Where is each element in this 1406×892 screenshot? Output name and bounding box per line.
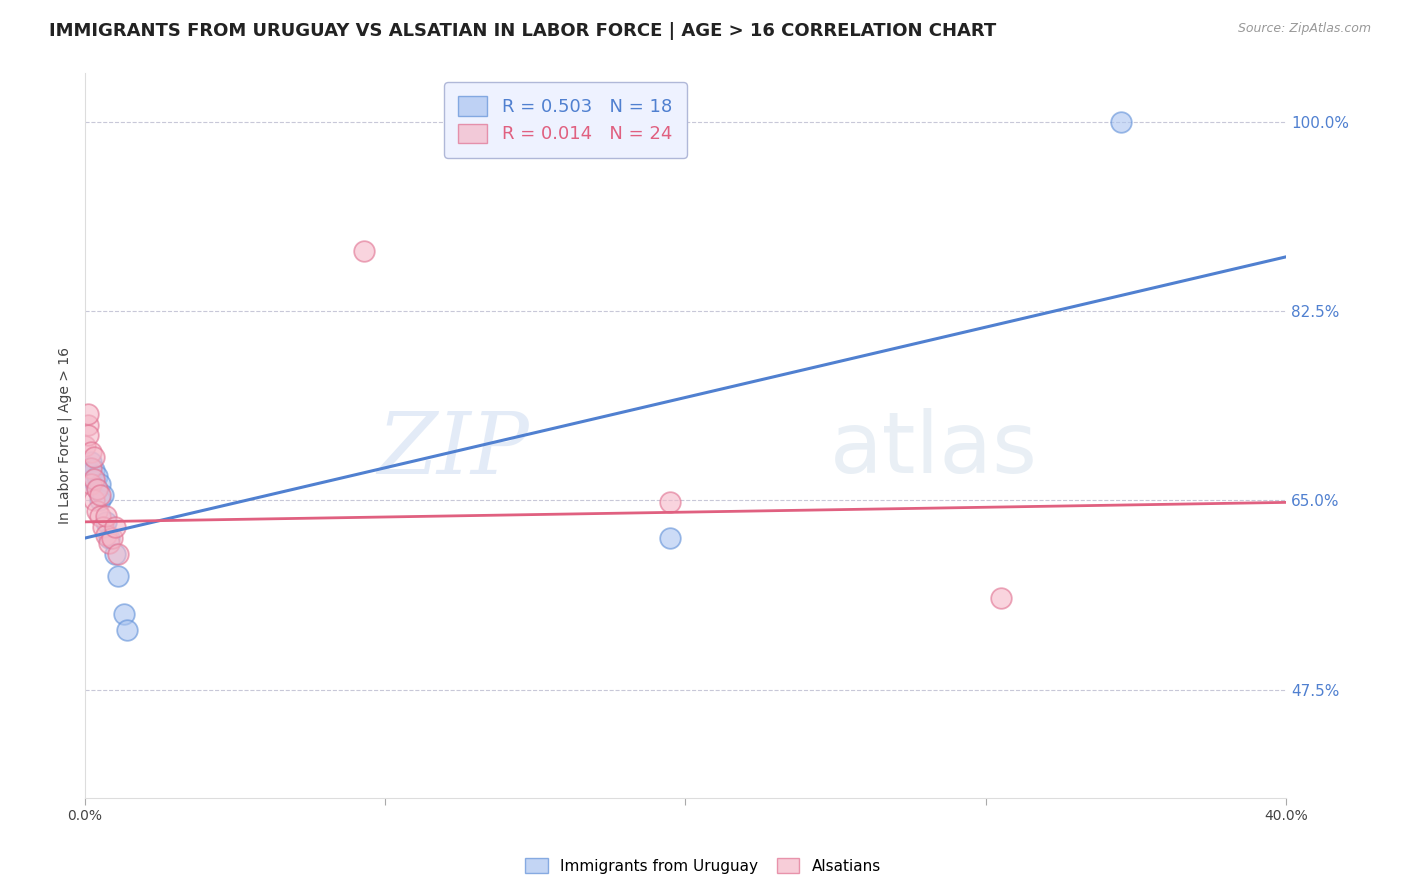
Point [107,547,129,561]
Point [83,472,105,486]
Point [89,509,111,524]
Point [659,495,682,509]
Point [112,607,135,621]
Y-axis label: In Labor Force | Age > 16: In Labor Force | Age > 16 [58,347,72,524]
Point [86,483,108,497]
Point [107,569,129,583]
Point [86,504,108,518]
Point [97,536,120,550]
Point [83,474,105,488]
Point [990,591,1012,605]
Point [101,531,124,545]
Point [77,460,100,475]
Point [353,244,375,259]
Point [86,469,108,483]
Point [77,407,100,421]
Point [77,417,100,432]
Point [89,477,111,491]
Point [91,488,114,502]
Point [86,483,108,497]
Point [94,528,117,542]
Point [83,493,105,508]
Legend: Immigrants from Uruguay, Alsatians: Immigrants from Uruguay, Alsatians [519,852,887,880]
Text: Source: ZipAtlas.com: Source: ZipAtlas.com [1237,22,1371,36]
Point [80,455,103,469]
Point [77,428,100,442]
Point [80,460,103,475]
Text: IMMIGRANTS FROM URUGUAY VS ALSATIAN IN LABOR FORCE | AGE > 16 CORRELATION CHART: IMMIGRANTS FROM URUGUAY VS ALSATIAN IN L… [49,22,997,40]
Point [104,547,127,561]
Point [94,515,117,529]
Point [73,439,96,453]
Text: ZIP: ZIP [377,409,529,491]
Point [80,444,103,458]
Text: atlas: atlas [830,409,1038,491]
Legend: R = 0.503   N = 18, R = 0.014   N = 24: R = 0.503 N = 18, R = 0.014 N = 24 [444,82,686,158]
Point [91,520,114,534]
Point [89,488,111,502]
Point [115,623,138,637]
Point [80,477,103,491]
Point [97,531,120,545]
Point [1109,114,1132,128]
Point [83,463,105,477]
Point [104,520,127,534]
Point [659,531,682,545]
Point [83,450,105,464]
Point [89,493,111,508]
Point [94,509,117,524]
Point [80,466,103,480]
